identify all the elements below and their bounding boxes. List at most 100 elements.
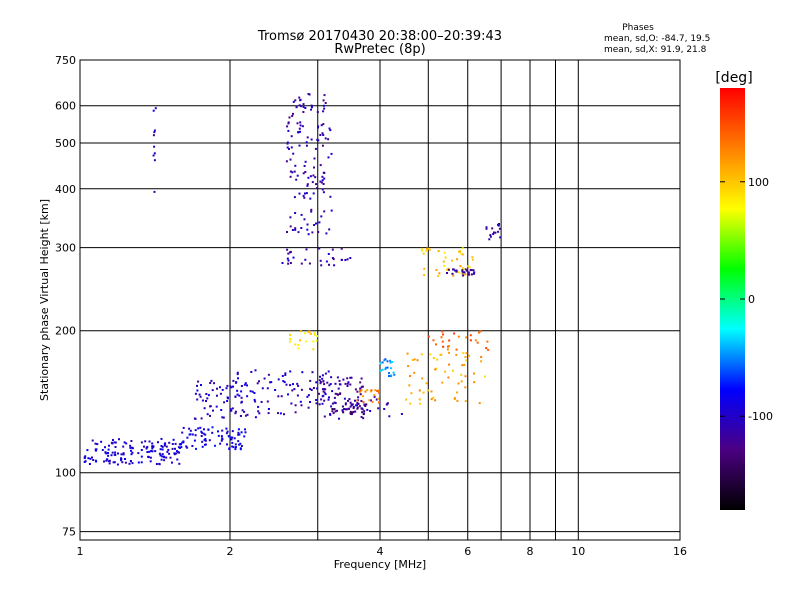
data-point bbox=[129, 446, 132, 449]
data-point bbox=[220, 435, 223, 438]
data-point bbox=[211, 389, 214, 392]
data-point bbox=[298, 192, 301, 195]
data-point bbox=[305, 340, 308, 343]
data-point bbox=[451, 259, 453, 262]
data-point bbox=[317, 231, 320, 233]
data-point bbox=[439, 353, 442, 356]
data-point bbox=[219, 386, 221, 389]
data-point bbox=[328, 263, 330, 266]
data-point bbox=[333, 264, 336, 267]
data-point bbox=[468, 273, 471, 276]
data-point bbox=[346, 258, 349, 261]
data-point bbox=[327, 156, 330, 159]
data-point bbox=[320, 215, 323, 218]
data-point bbox=[176, 458, 179, 461]
data-point bbox=[305, 144, 308, 147]
data-point bbox=[230, 436, 233, 439]
data-point bbox=[226, 443, 228, 446]
data-point bbox=[191, 433, 194, 436]
data-point bbox=[409, 375, 412, 377]
data-point bbox=[434, 399, 437, 402]
y-tick-label: 75 bbox=[62, 526, 76, 539]
data-point bbox=[157, 441, 159, 444]
data-point bbox=[151, 442, 154, 445]
data-point bbox=[130, 446, 133, 449]
data-point bbox=[361, 411, 364, 414]
data-point bbox=[303, 165, 306, 167]
data-point bbox=[341, 409, 344, 412]
data-point bbox=[416, 359, 419, 362]
data-point bbox=[211, 426, 214, 429]
data-point bbox=[464, 386, 467, 389]
data-point bbox=[219, 442, 222, 445]
data-point bbox=[204, 439, 207, 442]
data-point bbox=[323, 210, 326, 213]
data-point bbox=[91, 456, 93, 459]
data-point bbox=[347, 399, 349, 402]
data-point bbox=[256, 382, 259, 385]
data-point bbox=[286, 141, 289, 144]
data-point bbox=[180, 446, 183, 449]
data-points bbox=[83, 93, 502, 466]
data-point bbox=[324, 372, 327, 375]
data-point bbox=[241, 409, 244, 412]
data-point bbox=[304, 332, 307, 335]
data-point bbox=[323, 94, 326, 97]
data-point bbox=[324, 393, 327, 396]
data-point bbox=[176, 450, 178, 453]
data-point bbox=[213, 382, 215, 385]
data-point bbox=[312, 348, 315, 351]
data-point bbox=[234, 443, 237, 446]
data-point bbox=[304, 107, 307, 109]
data-point bbox=[377, 407, 380, 410]
x-tick-label: 10 bbox=[571, 545, 585, 558]
data-point bbox=[388, 415, 391, 418]
data-point bbox=[310, 104, 313, 107]
data-point bbox=[297, 131, 300, 134]
data-point bbox=[220, 409, 223, 411]
colorbar-tick-label: 100 bbox=[748, 176, 769, 189]
data-point bbox=[466, 269, 469, 272]
data-point bbox=[310, 138, 313, 141]
data-point bbox=[258, 380, 260, 383]
data-point bbox=[316, 387, 319, 390]
data-point bbox=[341, 405, 344, 408]
data-point bbox=[426, 389, 429, 392]
data-point bbox=[356, 407, 359, 410]
data-point bbox=[329, 413, 332, 416]
data-point bbox=[120, 458, 123, 460]
data-point bbox=[234, 410, 237, 413]
data-point bbox=[221, 438, 224, 441]
data-point bbox=[295, 105, 298, 108]
data-point bbox=[277, 378, 280, 381]
data-point bbox=[432, 396, 435, 399]
data-point bbox=[294, 404, 297, 407]
data-point bbox=[131, 447, 134, 450]
data-point bbox=[251, 390, 254, 393]
data-point bbox=[114, 451, 117, 454]
data-point bbox=[304, 171, 307, 173]
data-point bbox=[386, 366, 389, 369]
data-point bbox=[305, 248, 308, 251]
data-point bbox=[197, 427, 200, 430]
data-point bbox=[288, 148, 290, 150]
data-point bbox=[122, 453, 125, 456]
data-point bbox=[465, 359, 468, 362]
data-point bbox=[235, 446, 237, 449]
data-point bbox=[320, 181, 323, 184]
data-point bbox=[238, 433, 241, 436]
data-point bbox=[292, 152, 295, 155]
data-point bbox=[209, 382, 212, 384]
data-point bbox=[104, 451, 107, 454]
data-point bbox=[304, 192, 306, 195]
data-point bbox=[477, 331, 480, 334]
data-point bbox=[287, 259, 290, 262]
data-point bbox=[352, 407, 355, 410]
data-point bbox=[454, 269, 457, 272]
data-point bbox=[360, 400, 363, 402]
data-point bbox=[238, 394, 241, 397]
data-point bbox=[468, 266, 471, 269]
data-point bbox=[279, 412, 282, 415]
colorbar-tick-label: 0 bbox=[748, 293, 755, 306]
data-point bbox=[314, 176, 317, 179]
